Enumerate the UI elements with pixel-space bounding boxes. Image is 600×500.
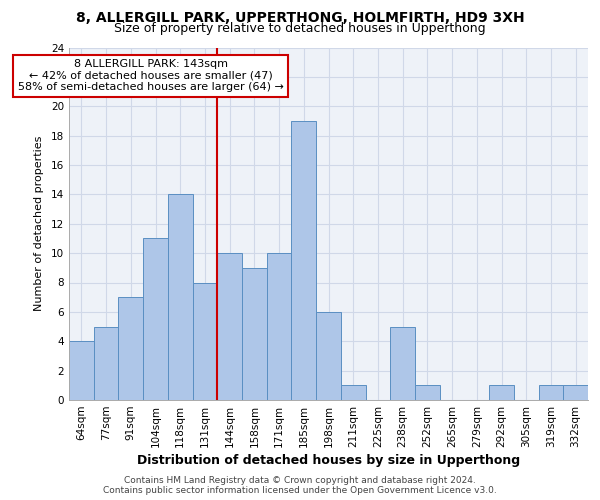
Bar bbox=[267, 253, 292, 400]
Bar bbox=[316, 312, 341, 400]
Bar bbox=[563, 386, 588, 400]
Y-axis label: Number of detached properties: Number of detached properties bbox=[34, 136, 44, 312]
Bar bbox=[539, 386, 563, 400]
Bar bbox=[415, 386, 440, 400]
Bar bbox=[193, 282, 217, 400]
Bar bbox=[69, 341, 94, 400]
Bar bbox=[143, 238, 168, 400]
Bar bbox=[390, 326, 415, 400]
Text: Size of property relative to detached houses in Upperthong: Size of property relative to detached ho… bbox=[114, 22, 486, 35]
Bar bbox=[242, 268, 267, 400]
Bar bbox=[94, 326, 118, 400]
Text: 8 ALLERGILL PARK: 143sqm
← 42% of detached houses are smaller (47)
58% of semi-d: 8 ALLERGILL PARK: 143sqm ← 42% of detach… bbox=[17, 59, 283, 92]
Bar bbox=[168, 194, 193, 400]
Text: Contains public sector information licensed under the Open Government Licence v3: Contains public sector information licen… bbox=[103, 486, 497, 495]
Bar bbox=[217, 253, 242, 400]
X-axis label: Distribution of detached houses by size in Upperthong: Distribution of detached houses by size … bbox=[137, 454, 520, 467]
Text: Contains HM Land Registry data © Crown copyright and database right 2024.: Contains HM Land Registry data © Crown c… bbox=[124, 476, 476, 485]
Bar bbox=[118, 297, 143, 400]
Bar bbox=[489, 386, 514, 400]
Bar bbox=[341, 386, 365, 400]
Bar bbox=[292, 121, 316, 400]
Text: 8, ALLERGILL PARK, UPPERTHONG, HOLMFIRTH, HD9 3XH: 8, ALLERGILL PARK, UPPERTHONG, HOLMFIRTH… bbox=[76, 11, 524, 25]
